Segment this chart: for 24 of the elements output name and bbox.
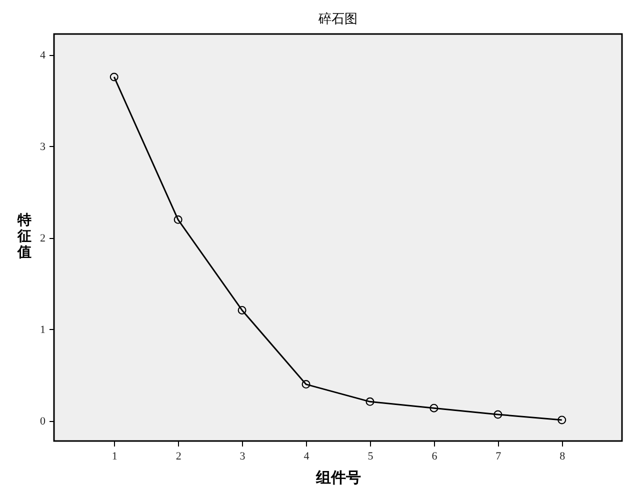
point [558,416,566,424]
x-tick-label: 2 [176,450,182,462]
y-tick-label: 1 [40,324,46,336]
x-tick-label: 5 [368,450,374,462]
y-axis-title: 特征值 [16,212,32,260]
x-tick-label: 6 [432,450,438,462]
x-tick-label: 1 [112,450,118,462]
point [302,380,310,389]
x-tick-label: 8 [560,450,566,462]
point [430,404,438,412]
y-tick-label: 0 [40,415,46,428]
chart-title: 碎石图 [318,11,358,26]
point [110,72,118,82]
y-tick-label: 4 [40,50,46,62]
x-tick-label: 4 [304,450,310,462]
point [366,397,374,406]
x-axis-title: 组件号 [315,470,361,486]
y-tick-label: 2 [40,232,46,244]
x-tick-label: 7 [496,450,502,462]
x-tick-label: 3 [240,450,246,462]
point [494,410,502,419]
point [238,306,246,314]
y-tick-label: 3 [40,140,46,153]
point [174,215,182,224]
